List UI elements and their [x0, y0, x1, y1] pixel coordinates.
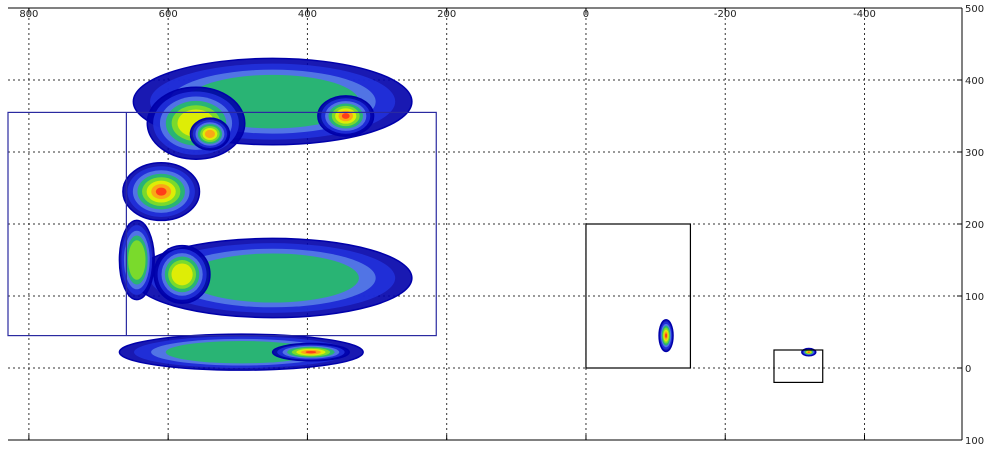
- x-tick-label: 0: [583, 9, 589, 20]
- x-tick-label: 600: [159, 9, 178, 20]
- hotspot-upper-mid-core: [189, 117, 231, 151]
- y-tick-label: 0: [965, 364, 971, 375]
- contour-band: [128, 240, 146, 280]
- hotspot-bottom-core: [271, 342, 350, 362]
- large-outline-box: [7, 111, 437, 337]
- hotspot-upper-right-core: [317, 95, 375, 137]
- middle-box: [585, 223, 692, 369]
- outline-boxes: [7, 111, 824, 384]
- contour-band: [305, 350, 317, 354]
- y-tick-label: 200: [965, 220, 984, 231]
- contour-band: [341, 113, 350, 119]
- y-tick-label: 400: [965, 76, 984, 87]
- x-tick-label: 200: [437, 9, 456, 20]
- contour-band: [204, 129, 216, 139]
- contour-band: [155, 187, 167, 196]
- hotspot-far-left-core: [118, 219, 155, 301]
- x-axis-ticks: 800 600 400 200 0 -200 -400: [19, 8, 876, 440]
- hotspot-box-hotspot: [658, 319, 674, 353]
- y-tick-label: 300: [965, 148, 984, 159]
- y-tick-label: 100: [965, 436, 984, 447]
- x-tick-label: -400: [853, 9, 876, 20]
- contour-band: [171, 263, 193, 286]
- hotspot-left-hot-core: [122, 162, 201, 222]
- contour-band: [807, 351, 810, 353]
- x-tick-label: -200: [714, 9, 737, 20]
- contour-band: [186, 253, 359, 303]
- y-tick-label: 500: [965, 4, 984, 15]
- x-tick-label: 400: [298, 9, 317, 20]
- contour-band: [665, 333, 668, 338]
- hotspot-lower-left-core: [153, 244, 211, 304]
- y-tick-label: 100: [965, 292, 984, 303]
- y-axis-ticks: 500 400 300 200 100 0 100: [957, 4, 984, 447]
- small-box: [773, 349, 824, 384]
- x-tick-label: 800: [19, 9, 38, 20]
